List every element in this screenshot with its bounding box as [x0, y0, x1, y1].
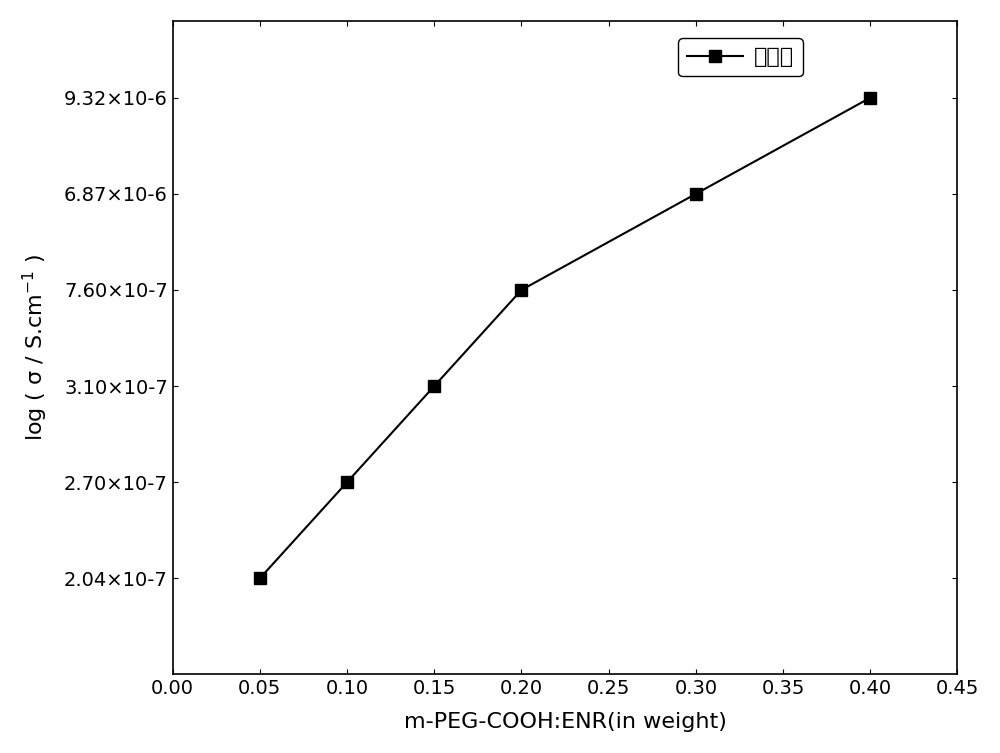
电导率	[515, 285, 527, 294]
电导率	[428, 382, 440, 391]
Legend: 电导率: 电导率	[678, 38, 803, 76]
电导率	[254, 574, 266, 583]
电导率	[341, 477, 353, 486]
Line: 电导率: 电导率	[254, 92, 876, 584]
电导率	[864, 93, 876, 102]
X-axis label: m-PEG-COOH:ENR(in weight): m-PEG-COOH:ENR(in weight)	[404, 712, 727, 732]
电导率	[690, 189, 702, 198]
Y-axis label: log ( σ / S.cm$^{-1}$ ): log ( σ / S.cm$^{-1}$ )	[21, 254, 50, 441]
